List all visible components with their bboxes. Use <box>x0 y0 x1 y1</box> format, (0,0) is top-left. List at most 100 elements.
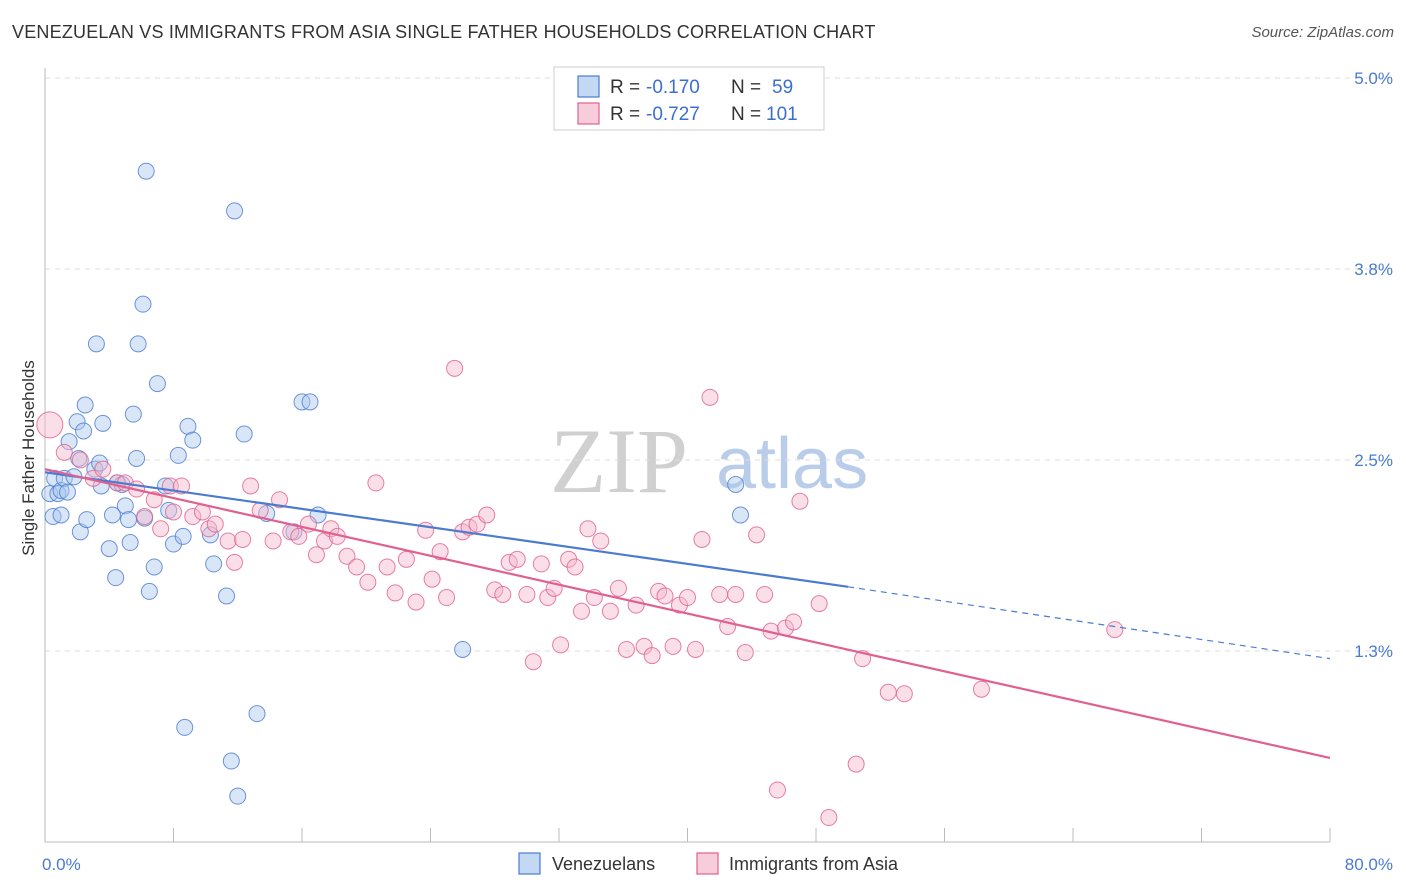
legend-n-label: N = <box>731 77 761 98</box>
legend-swatch-immigrants-asia <box>577 102 600 125</box>
data-point <box>301 393 319 411</box>
data-point <box>173 477 191 495</box>
data-point <box>145 558 163 576</box>
data-point <box>271 491 289 509</box>
data-point <box>727 585 745 603</box>
legend-r-label: R = <box>610 77 640 98</box>
data-point <box>438 589 456 607</box>
data-point <box>508 550 526 568</box>
data-point <box>107 569 125 587</box>
data-point <box>36 411 64 439</box>
data-point <box>397 550 415 568</box>
source-label: Source: ZipAtlas.com <box>1251 24 1394 41</box>
data-point <box>1106 621 1124 639</box>
data-point <box>264 532 282 550</box>
data-point <box>235 425 253 443</box>
data-point <box>165 503 182 521</box>
data-point <box>386 584 404 602</box>
data-point <box>68 413 86 431</box>
data-point <box>229 787 247 805</box>
bottom-legend-swatch-venezuelans <box>518 852 541 875</box>
data-point <box>116 497 134 515</box>
trend-line-immigrants-asia <box>44 468 1331 760</box>
data-point <box>348 558 366 576</box>
data-point <box>169 446 187 464</box>
watermark-zip: ZIP <box>550 410 688 512</box>
legend-r-value: -0.170 <box>646 77 700 98</box>
data-point <box>206 515 224 533</box>
y-tick-label: 5.0% <box>1354 69 1393 88</box>
data-point <box>201 526 219 544</box>
data-point <box>219 532 237 550</box>
data-point <box>75 422 93 440</box>
data-point <box>121 534 139 552</box>
data-point <box>446 359 464 377</box>
data-point <box>711 585 729 603</box>
data-point <box>643 647 661 665</box>
data-point <box>656 587 674 605</box>
data-point <box>579 520 597 538</box>
data-point <box>76 396 94 414</box>
data-point <box>423 570 441 588</box>
data-point <box>205 555 223 573</box>
data-point <box>100 540 118 558</box>
data-point <box>972 680 990 698</box>
data-point <box>736 644 754 662</box>
data-point <box>58 483 76 501</box>
data-point <box>176 718 194 736</box>
data-point <box>307 546 325 564</box>
x-tick-label: 80.0% <box>1345 855 1393 874</box>
data-point <box>78 511 96 529</box>
data-point <box>486 581 504 599</box>
data-point <box>120 511 138 529</box>
chart-title: VENEZUELAN VS IMMIGRANTS FROM ASIA SINGL… <box>12 22 876 42</box>
data-point <box>124 405 142 423</box>
data-point <box>572 602 590 620</box>
data-point <box>592 532 610 550</box>
data-point <box>226 202 244 220</box>
legend: R = -0.170 N = 59 R = -0.727 N = 101 <box>553 66 825 131</box>
data-point <box>71 451 89 469</box>
data-point <box>367 474 385 492</box>
data-point <box>810 595 828 613</box>
trend-line-venezuelans <box>44 471 849 588</box>
data-point <box>136 508 154 526</box>
data-point <box>378 558 396 576</box>
data-point <box>687 640 705 658</box>
data-point <box>55 443 73 461</box>
data-point <box>566 558 584 576</box>
data-point <box>454 640 472 658</box>
data-point <box>290 527 308 545</box>
data-point <box>552 636 570 654</box>
data-point <box>52 506 70 524</box>
data-point <box>756 585 774 603</box>
data-point <box>791 492 809 510</box>
data-point <box>748 526 766 544</box>
data-point <box>532 555 550 573</box>
data-point <box>218 587 236 605</box>
legend-swatch-venezuelans <box>577 75 600 98</box>
data-point <box>87 335 105 353</box>
data-point <box>226 553 244 571</box>
y-tick-label: 3.8% <box>1354 260 1393 279</box>
bottom-legend-label-immigrants-asia: Immigrants from Asia <box>729 854 899 874</box>
data-point <box>679 589 696 607</box>
data-point <box>129 335 147 353</box>
data-point <box>539 589 557 607</box>
legend-n-value: 101 <box>766 104 798 125</box>
data-point <box>617 640 635 658</box>
data-point <box>94 414 112 432</box>
data-point <box>103 506 121 524</box>
data-point <box>94 460 112 478</box>
data-point <box>234 530 252 548</box>
data-point <box>184 431 202 449</box>
legend-n-value: 59 <box>772 77 793 98</box>
y-tick-label: 1.3% <box>1354 642 1393 661</box>
data-point <box>701 388 719 406</box>
y-tick-label: 2.5% <box>1354 451 1393 470</box>
data-point <box>137 162 155 180</box>
data-point <box>407 593 425 611</box>
y-axis-label: Single Father Households <box>19 360 38 556</box>
data-point <box>524 653 542 671</box>
legend-n-label: N = <box>731 104 761 125</box>
